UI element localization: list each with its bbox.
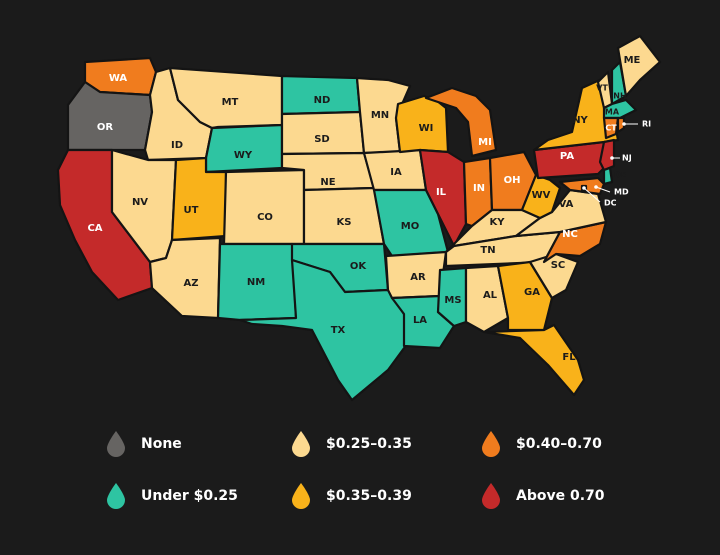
state-label-ct: CT [605, 124, 617, 133]
droplet-icon [482, 431, 500, 457]
state-label-nm: NM [247, 277, 265, 288]
state-label-or: OR [97, 122, 114, 133]
state-label-vt: VT [596, 84, 608, 93]
state-label-wy: WY [234, 150, 253, 161]
state-label-ri: RI [642, 120, 651, 129]
state-label-mi: MI [478, 137, 492, 148]
legend-item-above_070: Above 0.70 [480, 482, 605, 510]
state-label-nv: NV [132, 197, 148, 208]
state-ks [302, 186, 386, 246]
state-label-ne: NE [320, 177, 335, 188]
droplet-icon [292, 431, 310, 457]
state-label-tn: TN [480, 245, 495, 256]
legend-label: Under $0.25 [141, 488, 238, 504]
legend-label: Above 0.70 [516, 488, 605, 504]
state-label-wa: WA [109, 73, 128, 84]
state-fl [482, 323, 586, 397]
legend-item-under_025: Under $0.25 [105, 482, 238, 510]
state-label-ar: AR [410, 272, 426, 283]
state-label-tx: TX [331, 325, 346, 336]
legend-item-none: None [105, 430, 182, 458]
droplet-icon [107, 431, 125, 457]
state-label-oh: OH [504, 175, 521, 186]
state-tx [238, 258, 412, 402]
droplet-icon [292, 483, 310, 509]
callout-line-md [595, 186, 611, 193]
state-label-ma: MA [605, 108, 620, 117]
state-de [602, 166, 614, 186]
state-ri [616, 116, 626, 134]
state-il [418, 148, 468, 248]
state-wv [520, 173, 562, 220]
legend-item-r025_035: $0.25–0.35 [290, 430, 412, 458]
legend-item-r035_039: $0.35–0.39 [290, 482, 412, 510]
state-label-nh: NH [613, 92, 626, 101]
state-label-nc: NC [562, 229, 578, 240]
legend-label: $0.40–0.70 [516, 436, 602, 452]
state-label-de: DE [614, 171, 626, 180]
droplet-icon [482, 483, 500, 509]
state-label-wi: WI [419, 123, 434, 134]
state-label-ny: NY [572, 115, 588, 126]
state-ms [436, 266, 468, 328]
legend-label: None [141, 436, 182, 452]
state-al [464, 264, 510, 334]
state-label-sd: SD [314, 134, 330, 145]
state-label-ms: MS [444, 295, 461, 306]
state-label-pa: PA [560, 151, 574, 162]
legend-label: $0.35–0.39 [326, 488, 412, 504]
state-mi [424, 86, 498, 158]
legend: None $0.25–0.35 $0.40–0.70 Under $0.25 $0.35… [0, 420, 720, 555]
us-map-svg: WA OR CA ID NV MT WY UT AZ CO NM ND SD NE KS OK TX MN IA MO… [56, 34, 662, 402]
state-ct [602, 116, 620, 140]
state-label-la: LA [413, 315, 427, 326]
state-wy [204, 123, 284, 174]
state-label-nd: ND [314, 95, 331, 106]
state-label-mo: MO [401, 221, 419, 232]
state-label-me: ME [624, 55, 641, 66]
state-label-ia: IA [390, 167, 402, 178]
state-label-dc: DC [604, 199, 617, 208]
state-label-sc: SC [551, 260, 566, 271]
state-label-mn: MN [371, 110, 389, 121]
state-label-mt: MT [222, 97, 239, 108]
state-label-id: ID [171, 140, 183, 151]
state-label-il: IL [436, 187, 447, 198]
state-label-va: VA [559, 199, 574, 210]
legend-item-r040_070: $0.40–0.70 [480, 430, 602, 458]
state-me [616, 34, 662, 98]
droplet-icon [107, 483, 125, 509]
legend-label: $0.25–0.35 [326, 436, 412, 452]
state-label-md: MD [614, 188, 629, 197]
state-label-fl: FL [562, 352, 576, 363]
state-label-ky: KY [490, 217, 506, 228]
state-label-ok: OK [350, 261, 368, 272]
state-label-nj: NJ [622, 154, 632, 163]
callout-line-dc [583, 187, 601, 203]
state-label-az: AZ [184, 278, 199, 289]
state-label-wv: WV [532, 190, 551, 201]
state-co [222, 168, 306, 246]
state-label-in: IN [473, 183, 485, 194]
state-label-ks: KS [337, 217, 352, 228]
state-label-ca: CA [87, 223, 102, 234]
state-label-ut: UT [184, 205, 199, 216]
state-label-ga: GA [524, 287, 540, 298]
state-label-co: CO [257, 212, 273, 223]
state-sd [280, 110, 366, 156]
state-label-al: AL [483, 290, 498, 301]
us-map: WA OR CA ID NV MT WY UT AZ CO NM ND SD NE KS OK TX MN IA MO… [56, 34, 662, 402]
